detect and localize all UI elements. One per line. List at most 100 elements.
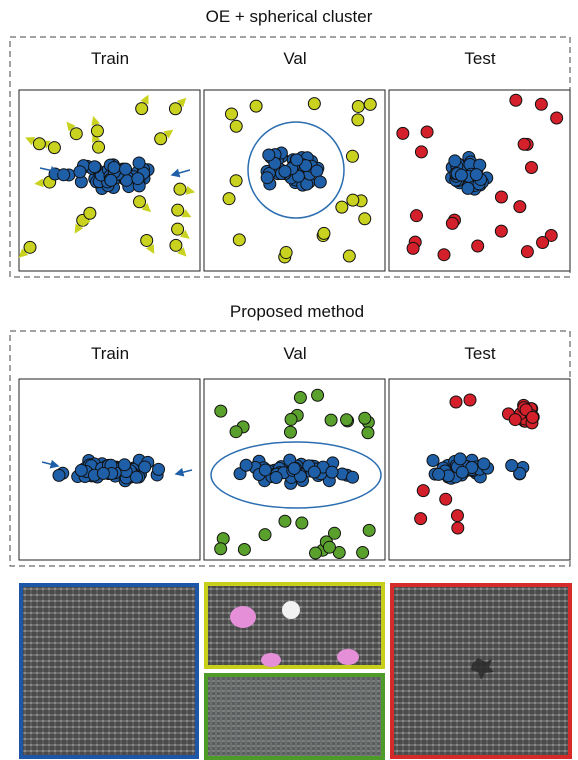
synthetic-outlier-point	[358, 411, 372, 425]
panel-label-train: Train	[91, 49, 129, 68]
test-anomaly-point	[508, 413, 522, 427]
oe-outlier-point	[358, 212, 372, 226]
dashed-group-box	[9, 330, 571, 567]
normal-point	[104, 173, 118, 187]
normal-point	[57, 168, 71, 182]
panel-label-test: Test	[464, 49, 495, 68]
synthetic-outlier-point	[229, 425, 243, 439]
synthetic-outlier-point	[258, 528, 272, 542]
synthetic-outlier-point	[283, 425, 297, 439]
test-anomaly-point	[420, 125, 434, 139]
color-blob	[282, 601, 300, 619]
arrow	[174, 467, 193, 477]
oe-outlier-point	[154, 132, 168, 146]
oe-outlier-point	[345, 149, 359, 163]
normal-point	[310, 164, 324, 178]
synthetic-fabric-image	[204, 673, 385, 760]
synthetic-outlier-point	[214, 542, 228, 556]
normal-point	[448, 154, 462, 168]
oe-outlier-point	[23, 240, 37, 254]
normal-point	[260, 171, 274, 185]
panel-label-val: Val	[283, 49, 306, 68]
normal-point	[454, 168, 468, 182]
arrow	[170, 168, 191, 178]
texture-strip	[19, 582, 572, 760]
color-blob	[261, 653, 281, 667]
test-anomaly-point	[524, 160, 538, 174]
test-anomaly-point	[416, 484, 430, 498]
test-anomaly-point	[450, 509, 464, 523]
oe-outlier-point	[224, 107, 238, 121]
normal-point	[118, 458, 132, 472]
test-anomaly-point	[517, 137, 531, 151]
synthetic-outlier-point	[340, 413, 354, 427]
plot-train-proposed	[41, 453, 193, 488]
arrow	[39, 165, 60, 175]
synthetic-outlier-point	[278, 514, 292, 528]
oe-outlier-point	[229, 119, 243, 133]
oe-outlier-point	[32, 137, 46, 151]
oe-outlier-point	[173, 182, 187, 196]
normal-point	[278, 164, 292, 178]
normal-point	[129, 470, 143, 484]
oe-outlier-point	[232, 233, 246, 247]
oe-outlier-point	[168, 102, 182, 116]
normal-point	[131, 172, 145, 186]
plot-train-oe	[18, 94, 196, 258]
test-anomaly-point	[494, 224, 508, 238]
normal-point	[432, 467, 446, 481]
test-anomaly-point	[526, 410, 540, 424]
test-anomaly-point	[513, 200, 527, 214]
normal-point	[96, 466, 110, 480]
normal-point	[74, 463, 88, 477]
synthetic-outlier-point	[332, 546, 346, 560]
normal-point	[262, 148, 276, 162]
test-anomaly-point	[449, 395, 463, 409]
panel-label-test: Test	[464, 344, 495, 363]
test-anomaly-point	[451, 521, 465, 535]
section-oe-spherical: OE + spherical cluster Train Val Test	[9, 7, 571, 278]
oe-outlier-point	[229, 174, 243, 188]
normal-point	[505, 459, 519, 473]
test-anomaly-point	[437, 248, 451, 262]
normal-point	[453, 452, 467, 466]
synthetic-outlier-point	[324, 413, 338, 427]
panel-label-train: Train	[91, 344, 129, 363]
test-anomaly-point	[463, 393, 477, 407]
test-anomaly-point	[550, 111, 564, 125]
oe-outlier-point	[47, 141, 61, 155]
normal-point	[152, 462, 166, 476]
synthetic-outlier-point	[322, 540, 336, 554]
oe-outlier-point	[171, 222, 185, 236]
oe-outlier-point	[342, 249, 356, 263]
synthetic-outlier-point	[328, 526, 342, 540]
test-anomaly-point	[509, 93, 523, 107]
oe-outlier-point	[90, 124, 104, 138]
test-anomaly-point	[409, 209, 423, 223]
normal-point	[513, 466, 527, 480]
synthetic-outlier-point	[293, 391, 307, 405]
oe-outlier-point	[279, 246, 293, 260]
oe-outlier-point	[140, 233, 154, 247]
plot-test-oe	[396, 93, 564, 262]
normal-point	[119, 162, 133, 176]
normal-point	[426, 454, 440, 468]
normal-point	[239, 458, 253, 472]
color-blob	[337, 649, 359, 665]
oe-outlier-point	[351, 99, 365, 113]
plot-test-proposed	[414, 393, 540, 535]
synthetic-outlier-point	[295, 516, 309, 530]
oe-outlier-point	[317, 226, 331, 240]
oe-outlier-point	[307, 97, 321, 111]
oe-outlier-point	[83, 206, 97, 220]
oe-outlier-point	[133, 195, 147, 209]
synthetic-outlier-point	[361, 426, 375, 440]
synthetic-outlier-point	[309, 546, 323, 560]
test-anomaly-point	[536, 236, 550, 250]
oe-outlier-point	[69, 127, 83, 141]
test-anomaly-point	[406, 241, 420, 255]
normal-point	[313, 175, 327, 189]
synthetic-outlier-point	[237, 542, 251, 556]
test-anomaly-point	[520, 245, 534, 259]
